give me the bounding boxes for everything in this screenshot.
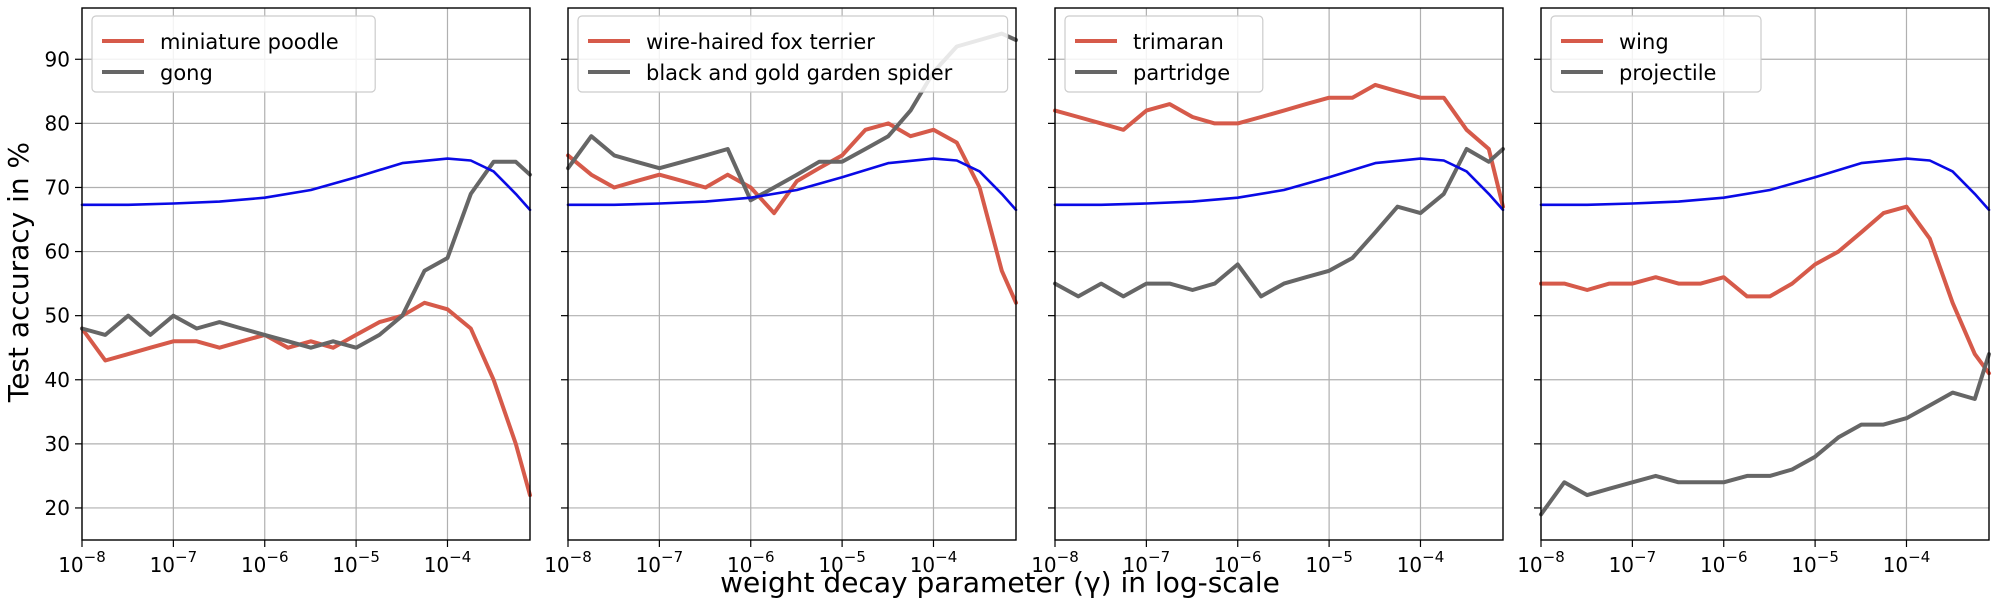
series-line-red xyxy=(566,121,1018,305)
x-tick-label: 10−8 xyxy=(1031,548,1079,577)
y-tick-label: 60 xyxy=(45,240,70,264)
axes-frame xyxy=(1540,7,1990,541)
legend: trimaran partridge xyxy=(1064,15,1264,93)
legend-box xyxy=(577,15,1009,93)
x-tick-label: 10−8 xyxy=(544,548,592,577)
series-line-gray xyxy=(80,159,532,350)
legend-entry: miniature poodle xyxy=(160,30,339,54)
x-tick-label: 10−6 xyxy=(1700,548,1748,577)
legend: wire-haired fox terrier black and gold ga… xyxy=(577,15,1009,93)
x-tick-label: 10−4 xyxy=(1883,548,1931,577)
series-line-red xyxy=(1539,204,1991,376)
legend: wing projectile xyxy=(1550,15,1762,93)
panel-2: 10−8 10−7 10−6 10−5 10−4 wire-haired fox terr… xyxy=(544,7,1018,577)
panel-4: 10−8 10−7 10−6 10−5 10−4 wing projectile xyxy=(1517,7,1991,577)
legend-entry: projectile xyxy=(1619,61,1716,85)
axes-frame xyxy=(1054,7,1504,541)
x-tick-label: 10−5 xyxy=(818,548,866,577)
panels: 10−8 10−7 10−6 10−5 10−4 20 30 40 50 60 70 80 90 mini… xyxy=(45,7,1991,577)
x-axis-label: weight decay parameter (γ) in log-scale xyxy=(720,566,1280,599)
x-tick-label: 10−6 xyxy=(241,548,289,577)
legend-entry: wing xyxy=(1619,30,1669,54)
legend-entry: wire-haired fox terrier xyxy=(646,30,875,54)
x-tick-label: 10−4 xyxy=(910,548,958,577)
x-tick-label: 10−7 xyxy=(636,548,684,577)
legend-box xyxy=(91,15,376,93)
x-tick-label: 10−4 xyxy=(424,548,472,577)
y-tick-label: 70 xyxy=(45,175,70,199)
x-tick-label: 10−5 xyxy=(332,548,380,577)
legend: miniature poodle gong xyxy=(91,15,376,93)
axes-frame xyxy=(81,7,531,541)
legend-entry: trimaran xyxy=(1133,30,1224,54)
y-tick-label: 90 xyxy=(45,47,70,71)
x-tick-label: 10−6 xyxy=(1214,548,1262,577)
series-line-baseline xyxy=(80,157,532,212)
x-tick-label: 10−5 xyxy=(1791,548,1839,577)
series-line-baseline xyxy=(566,157,1018,212)
y-tick-label: 20 xyxy=(45,496,70,520)
legend-entry: gong xyxy=(160,61,213,85)
x-tick-label: 10−8 xyxy=(58,548,106,577)
x-tick-label: 10−7 xyxy=(1123,548,1171,577)
series-line-gray xyxy=(1053,147,1505,299)
legend-entry: black and gold garden spider xyxy=(646,61,953,85)
y-tick-label: 80 xyxy=(45,111,70,135)
y-tick-label: 40 xyxy=(45,368,70,392)
y-tick-label: 30 xyxy=(45,432,70,456)
axes-frame xyxy=(567,7,1017,541)
panel-1: 10−8 10−7 10−6 10−5 10−4 20 30 40 50 60 70 80 90 mini… xyxy=(45,7,532,577)
legend-entry: partridge xyxy=(1133,61,1230,85)
x-tick-label: 10−7 xyxy=(1609,548,1657,577)
x-tick-label: 10−6 xyxy=(727,548,775,577)
series-line-red xyxy=(80,300,532,498)
x-tick-label: 10−8 xyxy=(1517,548,1565,577)
series-line-red xyxy=(1053,82,1505,209)
x-tick-label: 10−5 xyxy=(1305,548,1353,577)
panel-3: 10−8 10−7 10−6 10−5 10−4 trimaran partridge xyxy=(1031,7,1505,577)
series-line-baseline xyxy=(1053,157,1505,212)
series-line-baseline xyxy=(1539,157,1991,212)
y-tick-label: 50 xyxy=(45,304,70,328)
series-line-gray xyxy=(1539,352,1991,517)
x-tick-label: 10−4 xyxy=(1397,548,1445,577)
x-tick-label: 10−7 xyxy=(150,548,198,577)
legend-box xyxy=(1550,15,1762,93)
y-axis-label: Test accuracy in % xyxy=(2,142,35,403)
